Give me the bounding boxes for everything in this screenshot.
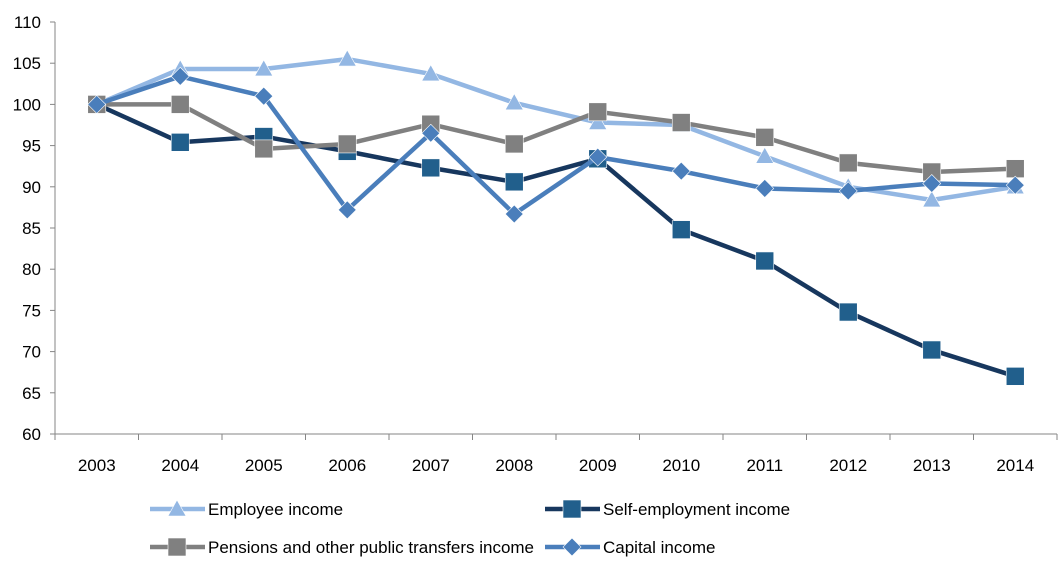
data-point bbox=[1005, 175, 1025, 195]
x-tick-label: 2010 bbox=[662, 456, 700, 475]
legend-marker bbox=[562, 537, 582, 557]
y-tick-label: 60 bbox=[22, 425, 41, 444]
legend-label: Pensions and other public transfers inco… bbox=[208, 538, 534, 557]
y-tick-label: 65 bbox=[22, 384, 41, 403]
y-tick-label: 100 bbox=[13, 95, 41, 114]
data-point bbox=[337, 49, 357, 67]
x-tick-label: 2008 bbox=[495, 456, 533, 475]
series-line bbox=[96, 74, 1016, 217]
series-pensions-and-other-public-transfers-income bbox=[87, 95, 1025, 182]
data-point bbox=[588, 147, 608, 167]
legend-marker bbox=[167, 537, 187, 557]
series-line bbox=[96, 102, 1016, 175]
legend-label: Self-employment income bbox=[603, 500, 790, 519]
y-tick-label: 105 bbox=[13, 54, 41, 73]
data-point bbox=[671, 161, 691, 181]
data-point bbox=[838, 181, 858, 201]
data-point bbox=[87, 94, 107, 114]
x-tick-label: 2007 bbox=[412, 456, 450, 475]
x-tick-label: 2013 bbox=[913, 456, 951, 475]
y-tick-label: 70 bbox=[22, 343, 41, 362]
data-point bbox=[337, 200, 357, 220]
y-tick-label: 80 bbox=[22, 260, 41, 279]
x-tick-label: 2004 bbox=[161, 456, 199, 475]
x-tick-label: 2003 bbox=[78, 456, 116, 475]
data-point bbox=[838, 153, 858, 173]
legend-entry: Employee income bbox=[150, 499, 343, 519]
data-point bbox=[337, 134, 357, 154]
data-point bbox=[588, 102, 608, 122]
data-point bbox=[755, 251, 775, 271]
legend-entry: Capital income bbox=[545, 537, 715, 557]
y-tick-label: 90 bbox=[22, 178, 41, 197]
data-point bbox=[1005, 367, 1025, 386]
y-tick-label: 75 bbox=[22, 301, 41, 320]
data-point bbox=[421, 64, 441, 82]
data-point bbox=[421, 158, 441, 178]
legend-entry: Pensions and other public transfers inco… bbox=[150, 537, 534, 557]
data-point bbox=[170, 95, 190, 114]
data-point bbox=[170, 133, 190, 152]
series-self-employment-income bbox=[87, 95, 1025, 386]
data-point bbox=[755, 146, 775, 164]
x-tick-label: 2011 bbox=[746, 456, 783, 475]
x-tick-label: 2006 bbox=[328, 456, 366, 475]
y-tick-label: 110 bbox=[14, 13, 41, 32]
data-point bbox=[421, 123, 441, 143]
data-point bbox=[922, 174, 942, 193]
data-point bbox=[755, 179, 775, 198]
data-point bbox=[588, 112, 608, 130]
legend-entry: Self-employment income bbox=[545, 499, 790, 519]
data-point bbox=[504, 172, 524, 192]
data-point bbox=[671, 220, 691, 239]
data-point bbox=[254, 86, 274, 106]
legend-marker bbox=[167, 499, 187, 517]
x-tick-label: 2012 bbox=[829, 456, 867, 475]
data-point bbox=[922, 190, 942, 208]
x-tick-label: 2005 bbox=[245, 456, 283, 475]
y-tick-label: 95 bbox=[22, 137, 41, 156]
series-line bbox=[95, 102, 1016, 379]
y-tick-label: 85 bbox=[22, 219, 41, 238]
data-point bbox=[755, 128, 775, 147]
data-point bbox=[1005, 159, 1025, 178]
data-point bbox=[170, 66, 190, 86]
x-tick-label: 2009 bbox=[579, 456, 617, 475]
data-point bbox=[504, 93, 524, 111]
legend-label: Capital income bbox=[603, 538, 715, 557]
series-capital-income bbox=[87, 66, 1025, 224]
legend-label: Employee income bbox=[208, 500, 343, 519]
data-point bbox=[254, 59, 274, 77]
legend-marker bbox=[562, 499, 582, 519]
data-point bbox=[254, 139, 274, 159]
data-point bbox=[838, 302, 858, 322]
x-tick-label: 2014 bbox=[996, 456, 1034, 475]
data-point bbox=[922, 340, 942, 360]
data-point bbox=[504, 204, 524, 224]
data-point bbox=[671, 113, 691, 132]
data-point bbox=[504, 134, 524, 154]
